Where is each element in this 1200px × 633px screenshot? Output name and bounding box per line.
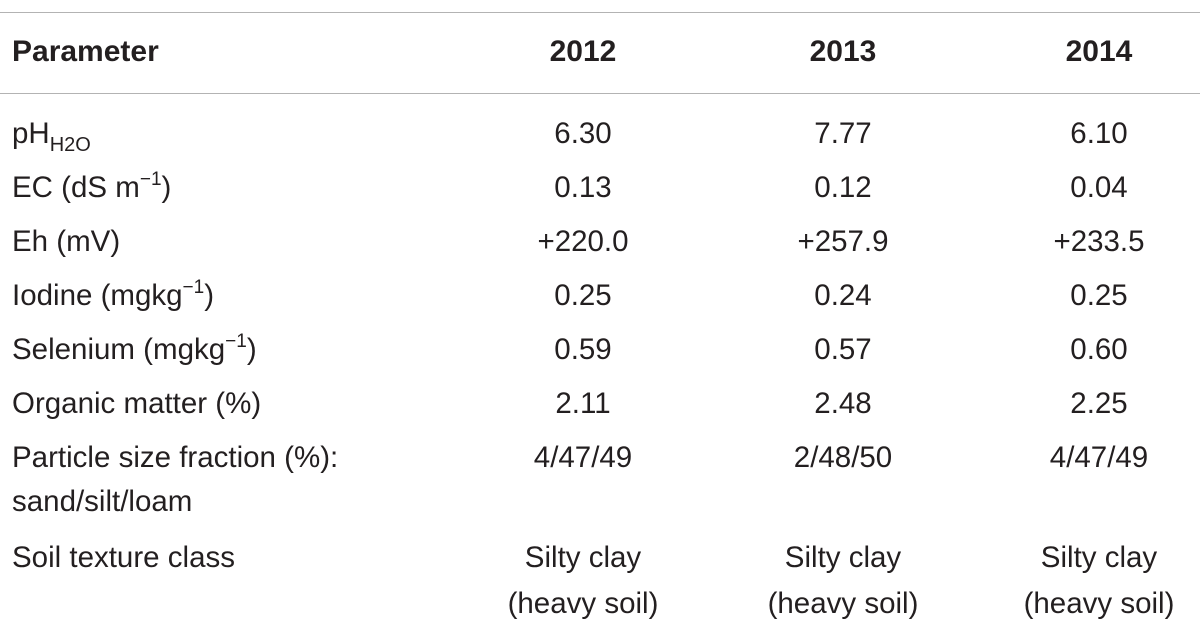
row-eh-2012: +220.0 (537, 225, 629, 258)
header-2012: 2012 (549, 35, 617, 68)
row-ph-label: pHH2O (12, 112, 91, 156)
row-ec-label: EC (dS m−1) (12, 166, 171, 210)
row-eh-2014: +233.5 (1053, 225, 1145, 258)
row-eh-2013: +257.9 (797, 225, 889, 258)
row-ec-2012: 0.13 (554, 171, 612, 204)
table-top-rule (0, 12, 1200, 13)
row-particle-size-label: Particle size fraction (%): (12, 441, 339, 474)
ec-suffix: ) (161, 171, 172, 204)
row-ph-2012: 6.30 (554, 117, 612, 150)
row-organic-matter-2012: 2.11 (555, 387, 611, 420)
row-ph-2013: 7.77 (814, 117, 872, 150)
selenium-text: Selenium (mgkg (12, 333, 226, 366)
ph-text: pH (12, 117, 50, 150)
row-selenium-label: Selenium (mgkg−1) (12, 328, 257, 372)
row-organic-matter-2014: 2.25 (1070, 387, 1128, 420)
header-2013: 2013 (809, 35, 877, 68)
header-parameter: Parameter (12, 35, 159, 68)
row-iodine-2013: 0.24 (814, 279, 872, 312)
iodine-text: Iodine (mgkg (12, 279, 183, 312)
row-organic-matter-label: Organic matter (%) (12, 387, 262, 420)
row-eh-label: Eh (mV) (12, 225, 121, 258)
row-selenium-2014: 0.60 (1070, 333, 1128, 366)
row-soil-texture-2014: Silty clay (1040, 541, 1158, 574)
ph-subscript: H2O (49, 134, 91, 156)
iodine-superscript: −1 (182, 277, 205, 298)
row-ec-2013: 0.12 (814, 171, 872, 204)
ec-text: EC (dS m (12, 171, 140, 204)
row-particle-size-2013: 2/48/50 (793, 441, 893, 474)
iodine-suffix: ) (204, 279, 215, 312)
row-iodine-label: Iodine (mgkg−1) (12, 274, 214, 318)
ec-superscript: −1 (139, 169, 162, 190)
row-iodine-2012: 0.25 (554, 279, 612, 312)
header-rule (0, 93, 1200, 94)
row-soil-texture-label: Soil texture class (12, 541, 235, 574)
row-ec-2014: 0.04 (1070, 171, 1128, 204)
row-soil-texture-2013: Silty clay (784, 541, 902, 574)
row-ph-2014: 6.10 (1070, 117, 1128, 150)
row-soil-texture-2012-line2: (heavy soil) (507, 587, 659, 620)
row-iodine-2014: 0.25 (1070, 279, 1128, 312)
row-selenium-2012: 0.59 (554, 333, 612, 366)
row-selenium-2013: 0.57 (814, 333, 872, 366)
selenium-superscript: −1 (225, 331, 247, 352)
row-soil-texture-2014-line2: (heavy soil) (1023, 587, 1175, 620)
row-particle-size-label-line2: sand/silt/loam (12, 485, 193, 518)
row-soil-texture-2013-line2: (heavy soil) (767, 587, 919, 620)
header-2014: 2014 (1065, 35, 1133, 68)
row-soil-texture-2012: Silty clay (524, 541, 642, 574)
row-particle-size-2012: 4/47/49 (533, 441, 633, 474)
row-particle-size-2014: 4/47/49 (1049, 441, 1149, 474)
row-organic-matter-2013: 2.48 (814, 387, 872, 420)
selenium-suffix: ) (246, 333, 257, 366)
